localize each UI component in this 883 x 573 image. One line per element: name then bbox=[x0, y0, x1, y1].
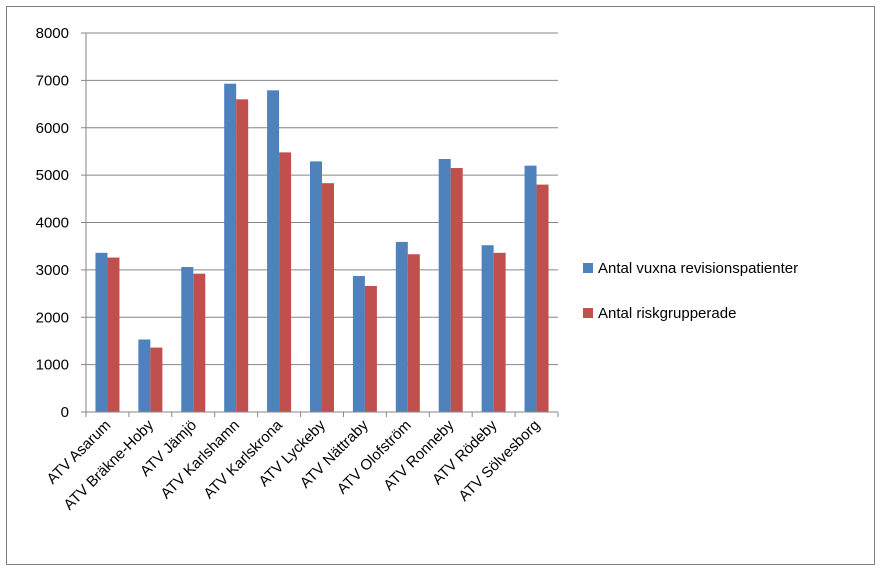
y-tick-label: 7000 bbox=[36, 72, 69, 89]
bar-vuxna bbox=[181, 267, 194, 412]
y-tick-label: 1000 bbox=[36, 357, 69, 374]
bar-vuxna bbox=[138, 339, 151, 412]
bar-vuxna bbox=[481, 245, 494, 412]
legend-label: Antal vuxna revisionspatienter bbox=[598, 260, 798, 277]
y-tick-label: 3000 bbox=[36, 262, 69, 279]
y-tick-label: 5000 bbox=[36, 167, 69, 184]
bar-riskgrupperade bbox=[279, 152, 292, 412]
bar-riskgrupperade bbox=[536, 184, 549, 412]
bar-vuxna bbox=[524, 165, 537, 412]
bar-riskgrupperade bbox=[450, 168, 463, 412]
bar-vuxna bbox=[224, 83, 237, 412]
y-tick-labels: 0 1000 2000 3000 4000 5000 6000 7000 8000 bbox=[36, 25, 69, 421]
x-tick-label: ATV Olofström bbox=[334, 417, 415, 498]
legend-label: Antal riskgrupperade bbox=[598, 305, 736, 322]
bar-riskgrupperade bbox=[150, 347, 163, 412]
y-tick-label: 6000 bbox=[36, 120, 69, 137]
bar-vuxna bbox=[95, 252, 108, 412]
bar-vuxna bbox=[395, 241, 408, 412]
legend: Antal vuxna revisionspatienter Antal risk… bbox=[583, 260, 798, 322]
axes bbox=[81, 32, 559, 417]
y-tick-label: 2000 bbox=[36, 309, 69, 326]
x-tick-label: ATV Sölvesborg bbox=[455, 417, 543, 505]
bar-riskgrupperade bbox=[107, 257, 120, 412]
legend-swatch bbox=[583, 308, 593, 318]
bar-vuxna bbox=[438, 159, 451, 412]
bar-riskgrupperade bbox=[493, 252, 506, 412]
y-tick-label: 0 bbox=[61, 404, 69, 421]
bar-riskgrupperade bbox=[364, 285, 377, 412]
bar-vuxna bbox=[352, 276, 365, 412]
bar-riskgrupperade bbox=[193, 273, 206, 412]
bars bbox=[95, 83, 549, 412]
bar-riskgrupperade bbox=[236, 99, 249, 412]
y-tick-label: 8000 bbox=[36, 25, 69, 42]
legend-swatch bbox=[583, 263, 593, 273]
y-tick-label: 4000 bbox=[36, 215, 69, 232]
bar-riskgrupperade bbox=[407, 254, 420, 412]
bar-vuxna bbox=[267, 90, 280, 412]
bar-vuxna bbox=[310, 161, 322, 412]
bar-riskgrupperade bbox=[322, 183, 334, 412]
